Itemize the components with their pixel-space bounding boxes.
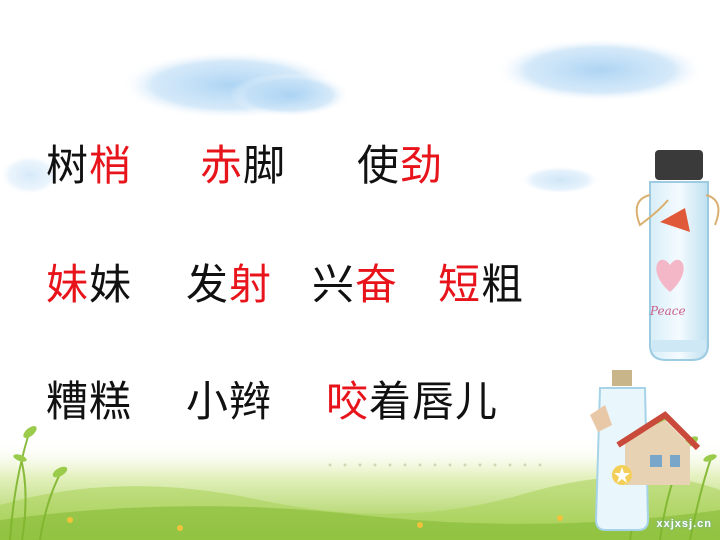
- word-shushao: 树梢: [46, 141, 133, 190]
- word-row-1: 树梢 赤脚 使劲: [0, 136, 720, 196]
- word-duancu: 短粗: [438, 260, 525, 309]
- word-chijiao: 赤脚: [200, 141, 287, 190]
- watermark-text: xxjxsj.cn: [656, 518, 712, 530]
- word-yaozhechuner: 咬着唇儿: [326, 377, 499, 426]
- cloud-decoration: [0, 38, 705, 195]
- word-xingfen: 兴奋: [312, 260, 399, 309]
- word-xiaobian: 小辫: [186, 377, 273, 426]
- bottle-label-text: Peace: [649, 304, 686, 318]
- dotted-border: [328, 463, 542, 467]
- word-row-3: 糟糕 小辫 咬着唇儿: [0, 372, 720, 432]
- word-zaogao: 糟糕: [46, 377, 133, 426]
- word-row-2: 妹妹 发射 兴奋 短粗: [0, 255, 720, 315]
- word-fashe: 发射: [186, 260, 273, 309]
- bottle-illustration: Peace: [590, 150, 720, 531]
- word-shijin: 使劲: [357, 141, 444, 190]
- word-meimei: 妹妹: [46, 260, 133, 309]
